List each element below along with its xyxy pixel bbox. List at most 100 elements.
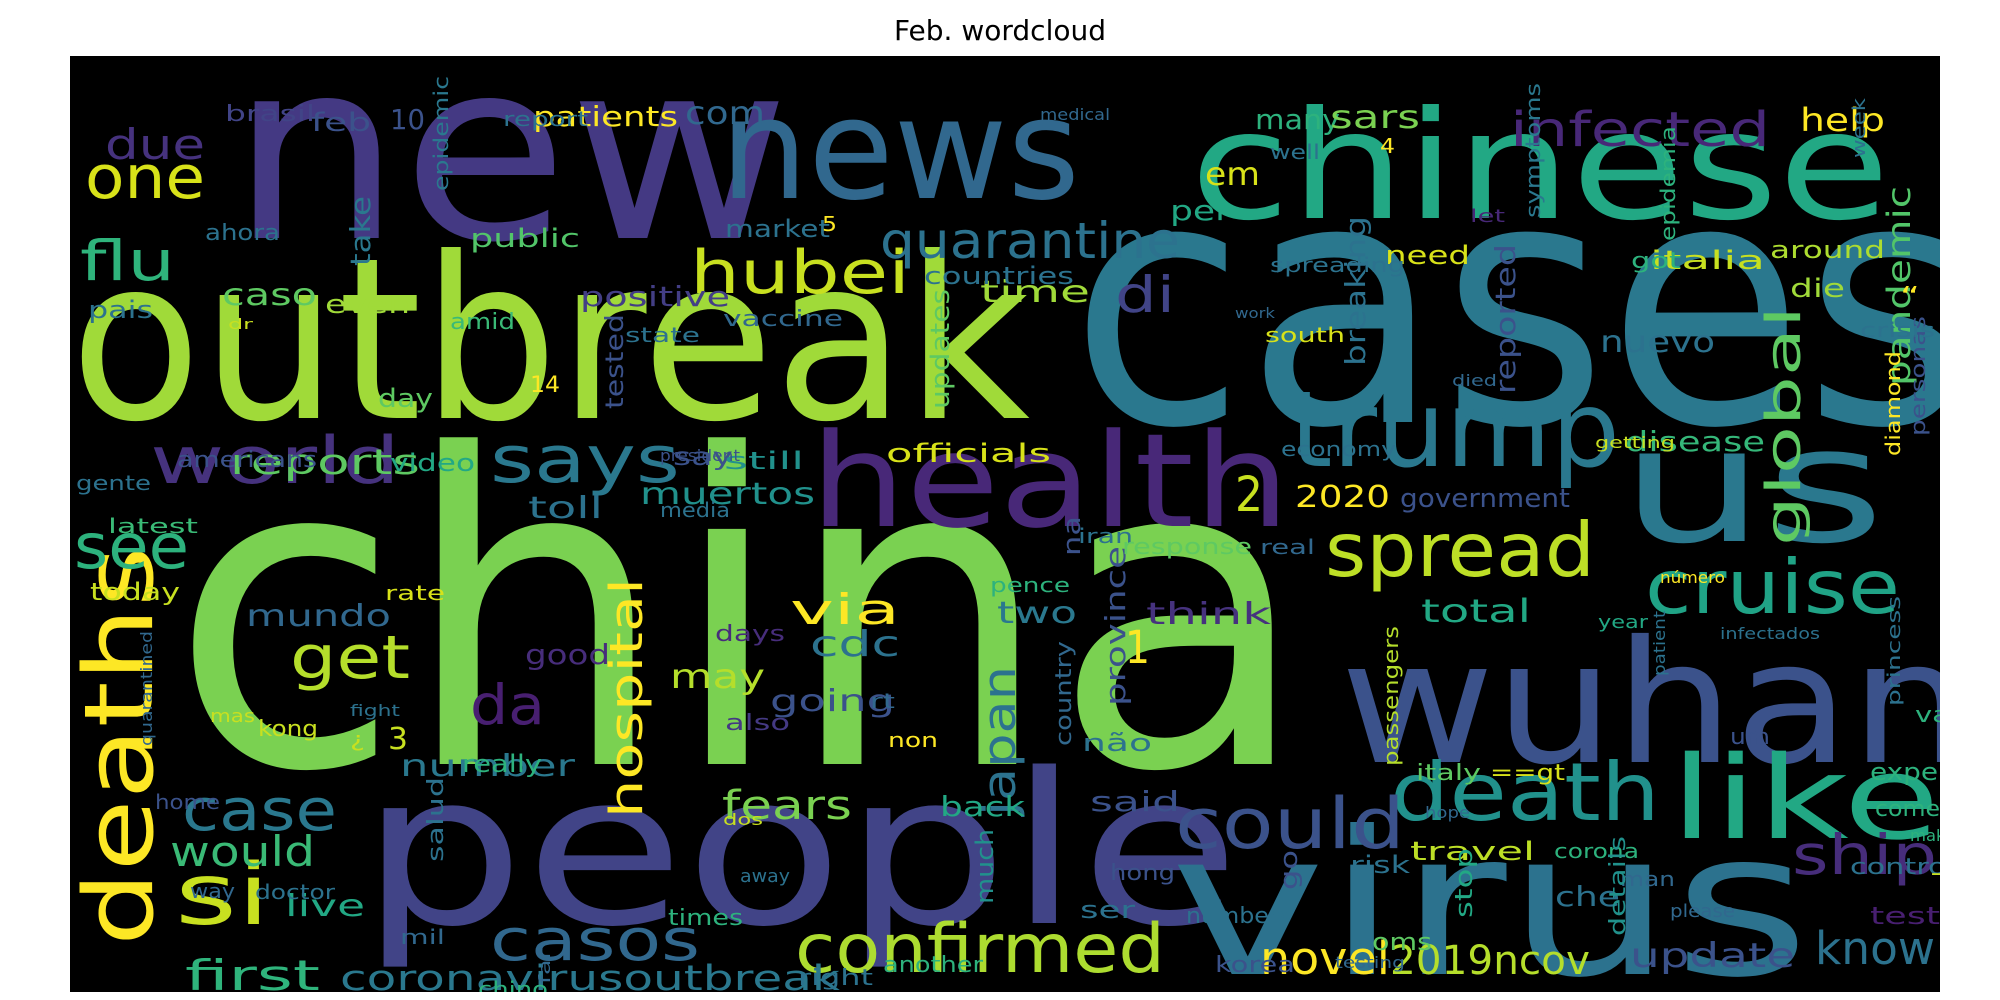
word-infectados-141: infectados <box>1720 624 1820 643</box>
word-breaking-57: breaking <box>1339 216 1372 366</box>
word-spread-15: spread <box>1325 506 1595 594</box>
word-pais-96: pais <box>88 296 153 324</box>
word-people-4: people <box>360 728 1240 973</box>
word-da-40: da <box>470 673 545 737</box>
word-case-26: case <box>182 776 337 844</box>
word-far-176: far <box>535 948 554 984</box>
word-sars-77: sars <box>1330 98 1420 136</box>
word-di-41: di <box>1115 266 1175 324</box>
word-numbers-163: numbers <box>1186 904 1291 929</box>
word-hubei-22: hubei <box>690 238 910 308</box>
word-let-131: let <box>1470 206 1505 227</box>
word-novel-35: novel <box>1260 932 1390 985</box>
wordcloud-area: china cases new outbreak people virus chinese n… <box>70 56 1940 992</box>
word-risk-152: risk <box>1350 851 1410 879</box>
word-passengers-149: passengers <box>1379 626 1403 766</box>
word-virus-5: virus <box>1170 789 1810 992</box>
word-days-109: days <box>715 622 785 647</box>
word-hope-150: hope <box>1425 803 1470 822</box>
word-crisis-124: crisis <box>1860 318 1935 342</box>
word-government-63: government <box>1400 484 1570 514</box>
word-chinese-6: chinese <box>1190 80 1890 254</box>
word-test-170: test <box>1870 902 1940 930</box>
word-number-52: number <box>400 749 576 784</box>
word-control-159: control <box>1850 855 1940 880</box>
word-away-171: away <box>740 866 790 887</box>
word-vaccine-89: vaccine <box>723 307 843 332</box>
word-italy-147: italy <box>1416 761 1481 786</box>
word-much-166: much <box>971 829 999 904</box>
word-personas-123: personas <box>1906 316 1930 436</box>
word-one-27: one <box>85 143 205 213</box>
word-go-154: go <box>1275 850 1303 890</box>
word-due-47: due <box>105 120 205 169</box>
word-oms-153: oms <box>1372 928 1432 956</box>
word-around-83: around <box>1770 236 1885 264</box>
word-real-119: real <box>1260 535 1315 559</box>
word-gt-148: ==gt <box>1490 761 1565 786</box>
word-economy-120: economy <box>1281 437 1396 461</box>
word-really-186: really <box>462 750 542 778</box>
word-help-78: help <box>1800 101 1885 139</box>
word-em-75: em <box>1205 155 1260 193</box>
word-president-138: president <box>660 446 740 465</box>
word-trump-11: trump <box>1290 369 1620 491</box>
word-country-113: country <box>1052 641 1077 746</box>
wordcloud-canvas: chinacasesnewoutbreakpeopleviruschinesen… <box>70 56 1940 992</box>
word-iran-117: iran <box>1078 524 1133 548</box>
word-americans-103: americans <box>177 448 317 473</box>
word-first-38: first <box>185 951 320 992</box>
word-japan-32: japan <box>973 666 1026 817</box>
word-man-157: man <box>1620 867 1675 891</box>
word-would-44: would <box>170 827 315 876</box>
word-know-37: know <box>1815 922 1935 975</box>
word-update-48: update <box>1630 936 1795 976</box>
word-via-42: via <box>790 585 900 634</box>
wordcloud-background <box>70 56 1940 992</box>
word-dos-172: dos <box>723 810 763 829</box>
word-medical-132: medical <box>1040 105 1110 124</box>
word-says-21: says <box>490 423 680 498</box>
word-2020-62: 2020 <box>1295 480 1390 515</box>
word-symbol-199: “ <box>1900 280 1920 313</box>
word-numero-139: número <box>1660 568 1725 587</box>
word-va-144: va <box>1915 703 1940 728</box>
word-market-86: market <box>725 215 830 243</box>
word-home-181: home <box>155 790 220 814</box>
word-cdc-50: cdc <box>810 624 900 665</box>
word-province-56: province <box>1099 546 1132 706</box>
word-dr-188: dr <box>228 317 253 333</box>
word-che-156: che <box>1555 880 1620 913</box>
word-hong-165: hong <box>1110 861 1175 886</box>
word-mas-182: mas <box>210 706 255 727</box>
word-kong-184: kong <box>258 717 318 742</box>
word-non-111: non <box>888 728 938 752</box>
word-take-92: take <box>344 196 377 266</box>
word-many-76: many <box>1255 103 1340 136</box>
word-fight-185: fight <box>350 701 400 720</box>
word-like-13: like <box>1670 732 1940 866</box>
word-caso-90: caso <box>222 278 317 313</box>
word-get-24: get <box>290 623 410 693</box>
word-global-31: global <box>1756 306 1812 546</box>
word-tested-71: tested <box>600 314 629 409</box>
word-new-2: new <box>230 56 790 297</box>
word-diamond-122: diamond <box>1881 351 1905 456</box>
word-epidemia-127: epidemia <box>1656 126 1680 241</box>
word-flu-28: flu <box>80 229 175 293</box>
word-pandemic-46: pandemic <box>1880 186 1918 386</box>
word-14-191: 14 <box>530 373 560 398</box>
word-health-10: health <box>810 405 1290 557</box>
word-us-8: us <box>1620 392 1885 579</box>
word-right-173: right <box>798 966 874 991</box>
word-symbol-197: ¿ <box>350 727 365 751</box>
word-say-99: say <box>673 442 733 471</box>
word-hospital-33: hospital <box>600 578 653 818</box>
word-com-85: com <box>685 94 765 132</box>
word-amid-97: amid <box>450 310 515 335</box>
word-4-195: 4 <box>1380 134 1395 158</box>
word-world-20: world <box>150 424 400 499</box>
word-ahora-95: ahora <box>205 221 280 246</box>
word-wuhan-9: wuhan <box>1340 605 1940 803</box>
word-updates-70: updates <box>926 289 956 409</box>
